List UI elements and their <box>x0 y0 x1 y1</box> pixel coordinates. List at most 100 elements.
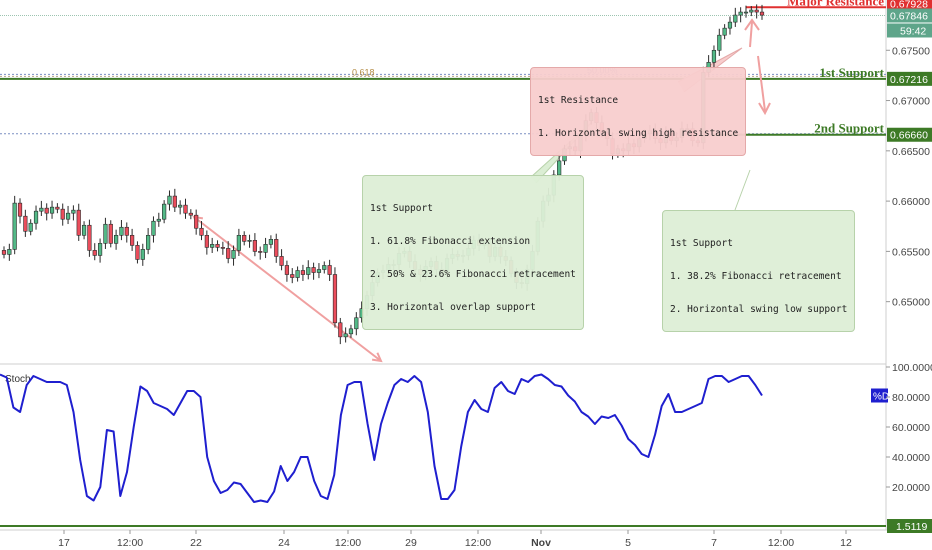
candle-body <box>279 256 284 266</box>
candle-body <box>81 224 87 236</box>
candle-body <box>258 251 263 253</box>
candle-body <box>263 244 268 253</box>
candle-body <box>332 274 338 324</box>
candle-body <box>124 226 129 236</box>
candle-body <box>44 207 49 214</box>
stoch-tick-label: 20.0000 <box>892 482 930 494</box>
time-tick-label: 24 <box>278 537 290 549</box>
candle-body <box>210 244 215 248</box>
chart-axes: 0.65000 0.65500 0.66000 0.66500 0.67000 0.675… <box>58 0 932 549</box>
candle-body <box>39 207 44 212</box>
second-support-price: 0.66660 <box>890 130 928 142</box>
major-resistance-price-bg <box>887 0 932 11</box>
candle-body <box>162 203 167 220</box>
candle-body <box>130 235 135 246</box>
down-projection-arrow-head <box>758 102 771 116</box>
stoch-title: Stoch <box>5 374 31 385</box>
candle-body <box>151 220 156 236</box>
support2-note-line-1: 1. 38.2% Fibonacci retracement <box>670 271 842 282</box>
candle-body <box>354 317 359 330</box>
support1-note-title: 1st Support <box>370 203 433 214</box>
candle-body <box>119 226 124 236</box>
candle-body <box>12 202 17 250</box>
time-tick-label: 29 <box>405 537 417 549</box>
price-tick-label: 0.65500 <box>892 246 930 258</box>
resistance-note-line: 1. Horizontal swing high resistance <box>538 128 739 139</box>
first-support-price-bg <box>887 71 932 86</box>
candle-body <box>172 195 177 208</box>
candle-body <box>17 202 23 217</box>
candle-body <box>103 223 108 244</box>
price-tick-label: 0.67500 <box>892 45 930 57</box>
candle-body <box>343 333 348 338</box>
time-tick-label: 22 <box>190 537 202 549</box>
time-tick-label: 17 <box>58 537 70 549</box>
candle-body <box>242 235 247 242</box>
candle-body <box>348 328 354 335</box>
price-tick-label: 0.65000 <box>892 297 930 309</box>
time-tick-label: 12:00 <box>335 537 361 549</box>
candle-body <box>188 212 193 216</box>
first-support-label: 1st Support <box>819 65 884 80</box>
candle-body <box>135 245 140 260</box>
candle-body <box>268 239 274 245</box>
stoch-bottom-badge-bg <box>887 519 932 533</box>
price-tick-label: 0.66500 <box>892 146 930 158</box>
candle-body <box>108 223 113 244</box>
candle-body <box>759 11 765 16</box>
candle-body <box>204 235 209 248</box>
candle-body <box>113 235 119 244</box>
stoch-tick-label: 100.0000 <box>892 362 932 374</box>
candle-body <box>236 235 241 251</box>
stoch-tick-label: 60.0000 <box>892 422 930 434</box>
time-tick-label: 7 <box>711 537 717 549</box>
candle-body <box>557 160 562 176</box>
candle-body <box>55 206 60 210</box>
time-tick-label: 12:00 <box>768 537 794 549</box>
candle-body <box>220 247 225 249</box>
major-resistance-price: 0.67928 <box>890 0 928 10</box>
candle-body <box>727 21 733 29</box>
time-tick-label: Nov <box>531 537 551 549</box>
stoch-d-badge: %D <box>873 392 889 403</box>
candle-body <box>146 235 151 250</box>
candle-body <box>722 27 727 36</box>
candle-body <box>311 267 316 273</box>
candle-body <box>711 49 717 63</box>
last-price: 0.67846 <box>890 10 928 22</box>
support2-annotation: 1st Support 1. 38.2% Fibonacci retraceme… <box>662 210 856 332</box>
support1-note-line-3: 3. Horizontal overlap support <box>370 302 536 313</box>
candle-body <box>231 250 236 259</box>
stoch-d-line <box>0 373 763 503</box>
resistance-annotation: 1st Resistance 1. Horizontal swing high … <box>530 67 747 156</box>
downtrend-arrow-head <box>371 352 383 363</box>
candle-body <box>738 11 743 16</box>
stoch-d-badge-bg <box>871 388 888 403</box>
candle-body <box>167 195 172 205</box>
candle-body <box>306 267 311 275</box>
countdown-bg <box>887 23 932 38</box>
candle-body <box>71 209 76 214</box>
candle-body <box>733 14 738 23</box>
time-tick-label: 12:00 <box>117 537 143 549</box>
candle-body <box>295 270 300 278</box>
candle-body <box>749 9 754 13</box>
time-tick-label: 12:00 <box>465 537 491 549</box>
down-projection-arrow <box>757 55 766 112</box>
candle-body <box>290 274 295 278</box>
candle-body <box>247 240 252 242</box>
candle-body <box>199 227 204 236</box>
candle-body <box>97 243 103 256</box>
candle-body <box>65 212 71 220</box>
candle-body <box>87 224 92 251</box>
candle-body <box>338 322 343 338</box>
candle-body <box>49 206 55 214</box>
candle-body <box>76 209 81 236</box>
time-tick-label: 5 <box>625 537 631 549</box>
candle-body <box>226 248 231 259</box>
candle-body <box>1 250 7 255</box>
stoch-bottom-value: 1.5119 <box>896 521 927 533</box>
candle-body <box>300 270 306 275</box>
stochastic-panel: Stoch %D 1.5119 <box>0 373 932 533</box>
time-tick-label: 12 <box>840 537 852 549</box>
